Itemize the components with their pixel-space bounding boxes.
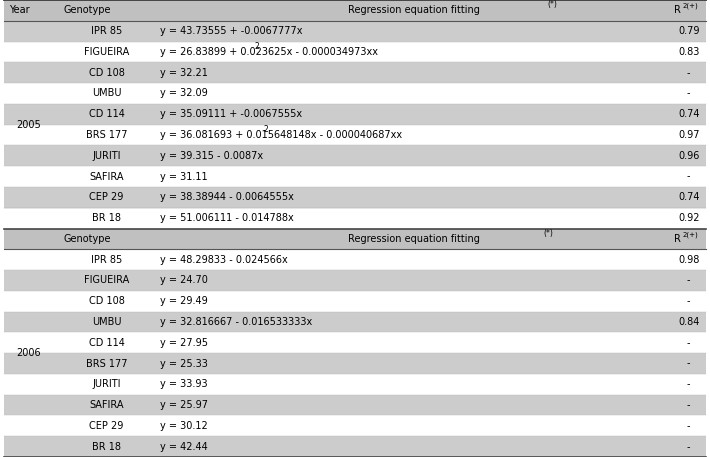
- Text: UMBU: UMBU: [92, 317, 121, 327]
- Bar: [4, 208, 706, 228]
- Text: CD 108: CD 108: [89, 68, 124, 78]
- Bar: [4, 166, 706, 187]
- Bar: [4, 21, 706, 42]
- Text: Genotype: Genotype: [64, 5, 111, 16]
- Text: -: -: [687, 338, 690, 348]
- Bar: [4, 291, 706, 312]
- Text: y = 43.73555 + -0.0067777x: y = 43.73555 + -0.0067777x: [160, 26, 302, 36]
- Text: R: R: [674, 5, 681, 16]
- Text: CD 108: CD 108: [89, 296, 124, 306]
- Bar: [4, 332, 706, 353]
- Text: -: -: [687, 171, 690, 181]
- Text: 0.97: 0.97: [678, 130, 699, 140]
- Text: Genotype: Genotype: [64, 234, 111, 244]
- Text: 0.83: 0.83: [678, 47, 699, 57]
- Bar: [4, 395, 706, 415]
- Bar: [4, 42, 706, 62]
- Text: 2(+): 2(+): [682, 3, 698, 9]
- Text: y = 48.29833 - 0.024566x: y = 48.29833 - 0.024566x: [160, 255, 288, 265]
- Text: CD 114: CD 114: [89, 109, 124, 119]
- Text: -: -: [687, 400, 690, 410]
- Text: BR 18: BR 18: [92, 213, 121, 223]
- Text: y = 32.816667 - 0.016533333x: y = 32.816667 - 0.016533333x: [160, 317, 312, 327]
- Text: 2(+): 2(+): [682, 231, 698, 238]
- Bar: [4, 187, 706, 208]
- Bar: [4, 83, 706, 104]
- Text: 0.74: 0.74: [678, 109, 699, 119]
- Text: -: -: [687, 421, 690, 431]
- Text: y = 25.97: y = 25.97: [160, 400, 208, 410]
- Bar: [4, 415, 706, 436]
- Text: (*): (*): [544, 229, 553, 238]
- Bar: [4, 125, 706, 145]
- Bar: [4, 62, 706, 83]
- Text: 0.79: 0.79: [678, 26, 699, 36]
- Text: CEP 29: CEP 29: [89, 421, 124, 431]
- Text: Regression equation fitting: Regression equation fitting: [348, 234, 479, 244]
- Text: R: R: [674, 234, 681, 244]
- Text: IPR 85: IPR 85: [91, 255, 122, 265]
- Text: y = 24.70: y = 24.70: [160, 276, 207, 286]
- Text: 2: 2: [254, 42, 259, 51]
- Text: y = 36.081693 + 0.015648148x - 0.000040687xx: y = 36.081693 + 0.015648148x - 0.0000406…: [160, 130, 402, 140]
- Bar: [4, 312, 706, 332]
- Text: CEP 29: CEP 29: [89, 192, 124, 202]
- Text: -: -: [687, 441, 690, 452]
- Bar: [4, 0, 706, 21]
- Text: y = 25.33: y = 25.33: [160, 359, 207, 368]
- Bar: [4, 249, 706, 270]
- Bar: [4, 374, 706, 395]
- Text: y = 42.44: y = 42.44: [160, 441, 207, 452]
- Text: 2006: 2006: [16, 348, 40, 358]
- Text: JURITI: JURITI: [92, 379, 121, 389]
- Text: FIGUEIRA: FIGUEIRA: [84, 47, 129, 57]
- Text: 0.92: 0.92: [678, 213, 699, 223]
- Text: 2005: 2005: [16, 120, 40, 130]
- Text: BRS 177: BRS 177: [86, 130, 127, 140]
- Bar: [4, 104, 706, 125]
- Text: IPR 85: IPR 85: [91, 26, 122, 36]
- Text: FIGUEIRA: FIGUEIRA: [84, 276, 129, 286]
- Text: (*): (*): [547, 0, 557, 10]
- Text: -: -: [687, 68, 690, 78]
- Text: 0.84: 0.84: [678, 317, 699, 327]
- Bar: [4, 145, 706, 166]
- Text: y = 35.09111 + -0.0067555x: y = 35.09111 + -0.0067555x: [160, 109, 302, 119]
- Text: -: -: [687, 276, 690, 286]
- Text: 0.96: 0.96: [678, 151, 699, 161]
- Text: y = 33.93: y = 33.93: [160, 379, 207, 389]
- Text: -: -: [687, 89, 690, 98]
- Text: y = 32.09: y = 32.09: [160, 89, 207, 98]
- Text: SAFIRA: SAFIRA: [89, 400, 124, 410]
- Text: -: -: [687, 296, 690, 306]
- Text: y = 38.38944 - 0.0064555x: y = 38.38944 - 0.0064555x: [160, 192, 294, 202]
- Text: 0.74: 0.74: [678, 192, 699, 202]
- Text: y = 29.49: y = 29.49: [160, 296, 207, 306]
- Text: y = 27.95: y = 27.95: [160, 338, 208, 348]
- Text: 0.98: 0.98: [678, 255, 699, 265]
- Text: Year: Year: [9, 5, 30, 16]
- Text: -: -: [687, 359, 690, 368]
- Text: y = 51.006111 - 0.014788x: y = 51.006111 - 0.014788x: [160, 213, 293, 223]
- Bar: [4, 270, 706, 291]
- Text: y = 31.11: y = 31.11: [160, 171, 207, 181]
- Bar: [4, 353, 706, 374]
- Text: y = 39.315 - 0.0087x: y = 39.315 - 0.0087x: [160, 151, 263, 161]
- Text: SAFIRA: SAFIRA: [89, 171, 124, 181]
- Text: 2: 2: [264, 125, 268, 134]
- Text: Regression equation fitting: Regression equation fitting: [348, 5, 479, 16]
- Text: BRS 177: BRS 177: [86, 359, 127, 368]
- Bar: [4, 436, 706, 457]
- Text: CD 114: CD 114: [89, 338, 124, 348]
- Text: JURITI: JURITI: [92, 151, 121, 161]
- Text: y = 26.83899 + 0.023625x - 0.000034973xx: y = 26.83899 + 0.023625x - 0.000034973xx: [160, 47, 378, 57]
- Text: y = 30.12: y = 30.12: [160, 421, 207, 431]
- Text: -: -: [687, 379, 690, 389]
- Text: y = 32.21: y = 32.21: [160, 68, 207, 78]
- Bar: [4, 228, 706, 249]
- Text: UMBU: UMBU: [92, 89, 121, 98]
- Text: BR 18: BR 18: [92, 441, 121, 452]
